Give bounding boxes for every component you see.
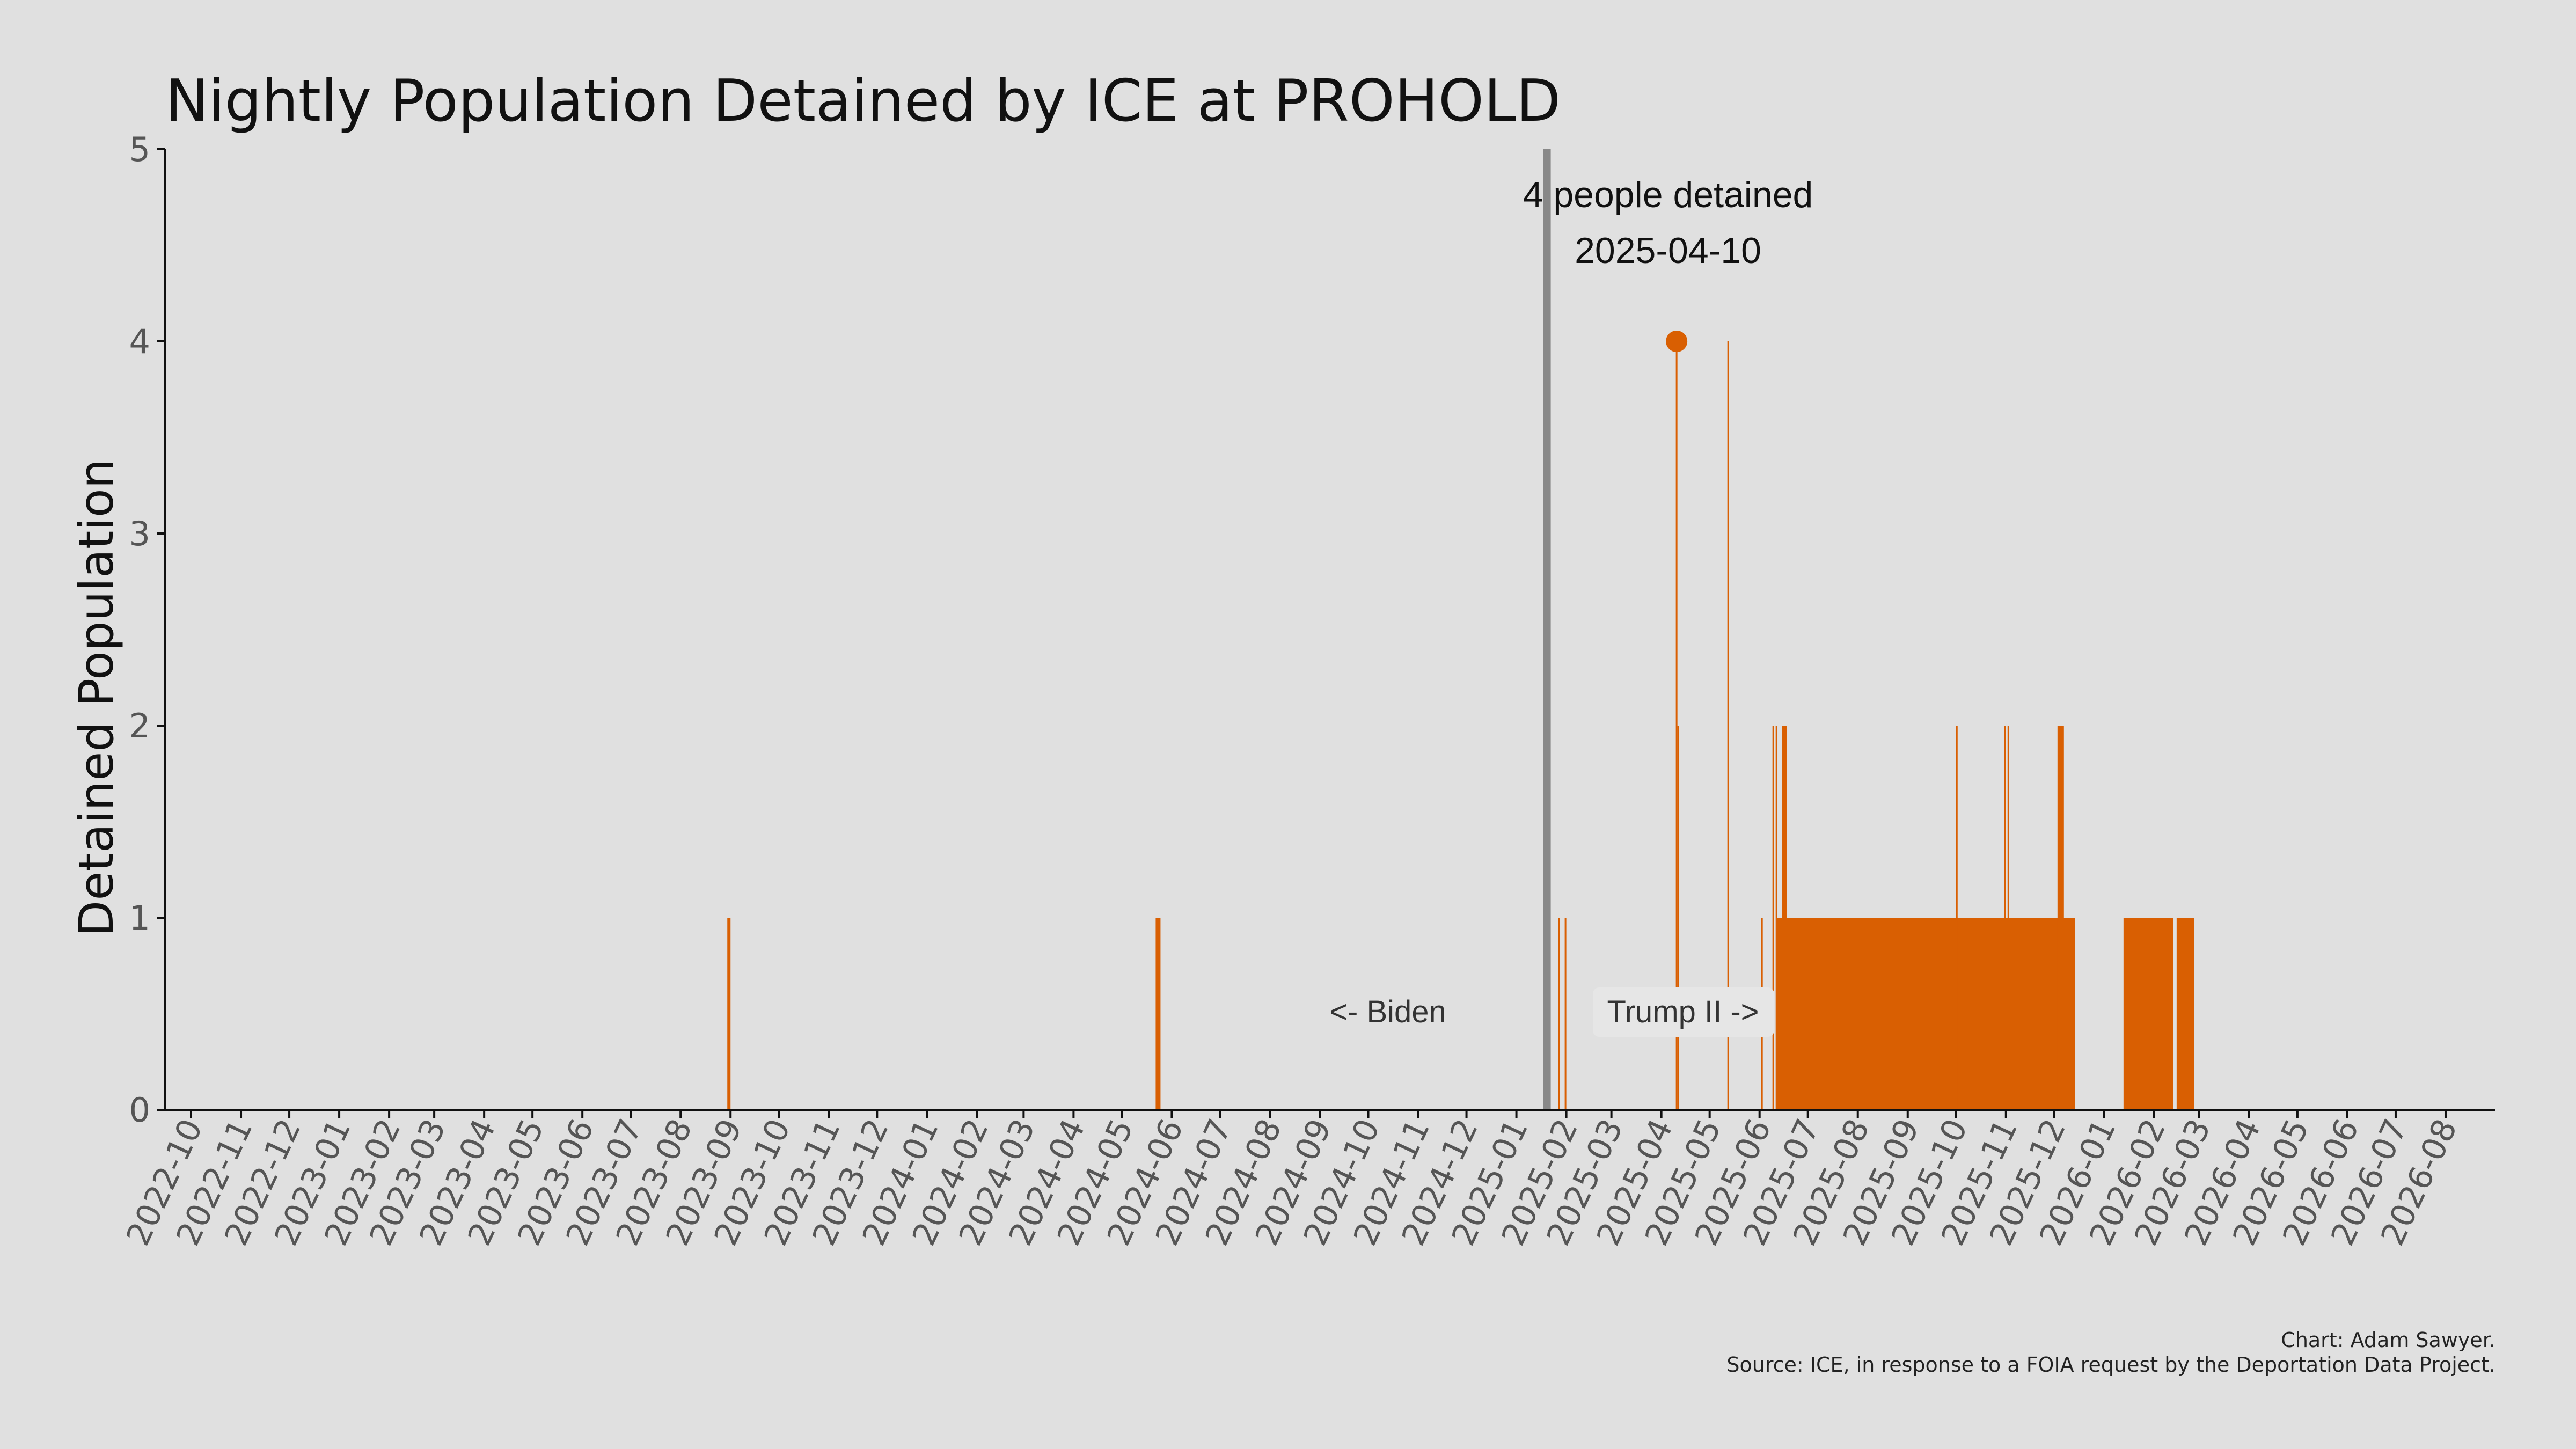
bar-16 [2123,918,2174,1110]
credit-author: Chart: Adam Sawyer. [2281,1328,2496,1352]
highlight-group [1666,331,1688,352]
x-ticks-group: 2022-102022-112022-122023-012023-022023-… [119,1110,2465,1252]
y-tick-label-2: 2 [129,706,150,745]
era-label-trump-group: Trump II -> [1593,987,1774,1037]
bar-12 [1956,726,1958,1110]
y-tick-label-0: 0 [129,1091,150,1130]
bar-1 [1155,918,1161,1110]
axes-group [164,149,2496,1111]
bar-5 [1677,726,1679,1110]
bar-0 [727,918,731,1110]
y-tick-label-5: 5 [129,130,150,169]
bar-6 [1727,341,1729,1110]
bar-14 [2007,726,2009,1110]
bars-group [727,341,2194,1110]
bar-13 [2004,726,2006,1110]
y-tick-label-3: 3 [129,514,150,553]
bar-8 [1772,726,1774,1110]
era-label-biden: <- Biden [1329,994,1446,1029]
bar-15 [2057,726,2064,1110]
bar-10 [1777,918,2075,1110]
y-tick-label-4: 4 [129,322,150,361]
bar-11 [1782,726,1787,1110]
bar-9 [1775,726,1777,1110]
bar-2 [1558,918,1560,1110]
bar-4 [1675,341,1678,1110]
credit-source: Source: ICE, in response to a FOIA reque… [1726,1353,2496,1377]
bar-17 [2176,918,2194,1110]
chart-title: Nightly Population Detained by ICE at PR… [165,68,1561,135]
y-ticks-group: 0 1 2 3 4 5 [129,130,165,1130]
era-label-biden-group: <- Biden [1329,994,1446,1029]
era-label-trump-box [1593,987,1774,1037]
callout-count: 4 people detained [1523,174,1813,215]
bar-3 [1564,918,1567,1110]
era-label-trump: Trump II -> [1607,994,1759,1029]
y-tick-label-1: 1 [129,898,150,938]
y-axis-label: Detained Population [69,459,124,937]
highlight-point [1666,331,1688,352]
callout-date: 2025-04-10 [1575,230,1761,271]
